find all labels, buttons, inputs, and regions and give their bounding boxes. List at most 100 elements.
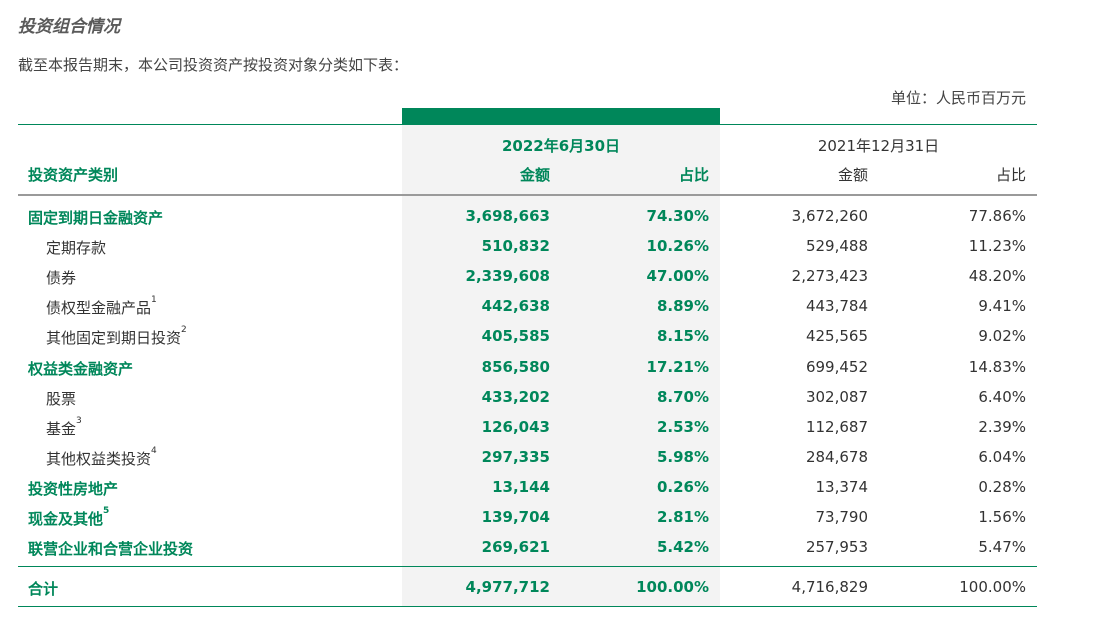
period-2022-header: 2022年6月30日 [501, 137, 621, 155]
row-label: 权益类金融资产 [28, 358, 133, 379]
ratio-2021: 1.56% [978, 508, 1026, 526]
ratio-2021: 6.40% [978, 387, 1026, 406]
ratio-2021: 9.41% [978, 297, 1026, 316]
amount-2022: 3,698,663 [465, 207, 550, 225]
table-row: 基金3 126,043 2.53% 112,687 2.39% [0, 412, 1096, 442]
row-label: 现金及其他5 [28, 506, 110, 529]
amount-2022: 856,580 [481, 357, 550, 376]
row-label-text: 其他固定到期日投资 [46, 329, 182, 348]
amount-2022: 269,621 [481, 538, 550, 557]
table-row: 债权型金融产品1 442,638 8.89% 443,784 9.41% [0, 291, 1096, 321]
unit-label: 单位：人民币百万元 [890, 89, 1026, 107]
amount-2021: 13,374 [815, 477, 869, 496]
section-title: 投资组合情况 [18, 17, 120, 37]
row-label: 联营企业和合营企业投资 [28, 538, 193, 559]
row-label: 债券 [46, 267, 76, 288]
row-label: 其他权益类投资4 [46, 445, 157, 469]
ratio-2022: 8.15% [656, 327, 709, 346]
amount-2021: 699,452 [805, 357, 868, 376]
ratio-2022: 8.70% [656, 387, 709, 406]
amount-2022: 2,339,608 [465, 267, 550, 286]
row-label: 合计 [28, 580, 59, 598]
amount-2021-header: 金额 [837, 166, 868, 184]
table-header-rule [18, 194, 1037, 196]
footnote-marker: 5 [103, 506, 110, 516]
table-row: 联营企业和合营企业投资 269,621 5.42% 257,953 5.47% [0, 532, 1096, 562]
ratio-2022: 2.53% [656, 417, 709, 436]
row-label: 股票 [46, 388, 76, 409]
ratio-2022: 100.00% [636, 578, 709, 596]
amount-2022: 433,202 [481, 387, 550, 406]
ratio-2021: 2.39% [978, 417, 1026, 436]
row-label: 其他固定到期日投资2 [46, 325, 187, 348]
ratio-2021: 0.28% [978, 477, 1026, 496]
table-row: 权益类金融资产 856,580 17.21% 699,452 14.83% [0, 352, 1096, 382]
amount-2021: 4,716,829 [791, 578, 868, 596]
ratio-2022: 5.42% [656, 538, 709, 557]
row-label-text: 权益类金融资产 [28, 359, 134, 378]
amount-2022: 510,832 [481, 237, 550, 256]
table-row: 股票 433,202 8.70% 302,087 6.40% [0, 382, 1096, 412]
amount-2021: 112,687 [805, 417, 868, 436]
amount-2021: 284,678 [805, 447, 868, 466]
row-label-text: 现金及其他 [28, 510, 104, 528]
type-column-header: 投资资产类别 [28, 166, 119, 184]
table-row: 其他固定到期日投资2 405,585 8.15% 425,565 9.02% [0, 321, 1096, 351]
ratio-2021: 48.20% [968, 267, 1026, 286]
amount-2022: 126,043 [481, 417, 550, 436]
row-label-text: 债权型金融产品 [46, 299, 152, 318]
amount-2022: 297,335 [481, 447, 550, 466]
row-label-text: 股票 [46, 389, 77, 408]
amount-2021: 257,953 [805, 538, 868, 557]
amount-2022: 442,638 [481, 297, 550, 316]
table-total-rule [18, 566, 1037, 567]
row-label-text: 其他权益类投资 [46, 449, 152, 468]
footnote-marker: 4 [151, 445, 157, 456]
amount-2021: 73,790 [815, 508, 869, 526]
ratio-2022: 47.00% [646, 267, 709, 286]
row-label-text: 债券 [46, 269, 77, 288]
intro-text: 截至本报告期末，本公司投资资产按投资对象分类如下表： [18, 56, 409, 74]
ratio-2022: 2.81% [656, 508, 709, 526]
table-row: 固定到期日金融资产 3,698,663 74.30% 3,672,260 77.86% [0, 201, 1096, 231]
ratio-2021: 14.83% [968, 357, 1026, 376]
row-label: 债权型金融产品1 [46, 295, 157, 318]
ratio-2021: 100.00% [959, 578, 1026, 596]
row-label-text: 定期存款 [46, 239, 107, 258]
amount-2021: 425,565 [805, 327, 868, 346]
ratio-2021: 11.23% [968, 237, 1026, 256]
footnote-marker: 1 [151, 295, 157, 306]
highlight-column-background [402, 108, 720, 606]
ratio-2022: 0.26% [656, 477, 709, 496]
table-top-rule [18, 124, 1037, 125]
footnote-marker: 3 [76, 415, 82, 426]
table-row: 债券 2,339,608 47.00% 2,273,423 48.20% [0, 261, 1096, 291]
table-row: 现金及其他5 139,704 2.81% 73,790 1.56% [0, 502, 1096, 532]
table-bottom-rule [18, 606, 1037, 607]
amount-2021: 529,488 [805, 237, 868, 256]
amount-2021: 2,273,423 [791, 267, 868, 286]
amount-2021: 443,784 [805, 297, 868, 316]
amount-2022: 4,977,712 [465, 578, 550, 596]
highlight-column-bar [402, 108, 720, 124]
row-label: 定期存款 [46, 237, 106, 258]
period-2021-header: 2021年12月31日 [817, 137, 940, 155]
ratio-2021: 77.86% [968, 207, 1026, 225]
ratio-2022: 8.89% [656, 297, 709, 316]
ratio-2021: 6.04% [978, 447, 1026, 466]
ratio-2021-header: 占比 [995, 166, 1026, 184]
row-label-text: 固定到期日金融资产 [28, 209, 164, 227]
amount-2022: 405,585 [481, 327, 550, 346]
ratio-2022: 10.26% [646, 237, 709, 256]
ratio-2022: 74.30% [646, 207, 709, 225]
ratio-2021: 9.02% [978, 327, 1026, 346]
ratio-2022-header: 占比 [678, 166, 709, 184]
row-label: 基金3 [46, 415, 82, 439]
row-label-text: 基金 [46, 419, 77, 438]
amount-2022: 139,704 [481, 508, 550, 526]
table-row-total: 合计 4,977,712 100.00% 4,716,829 100.00% [0, 572, 1096, 602]
footnote-marker: 2 [181, 325, 187, 336]
amount-2021: 3,672,260 [791, 207, 868, 225]
table-row: 投资性房地产 13,144 0.26% 13,374 0.28% [0, 472, 1096, 502]
row-label: 投资性房地产 [28, 478, 118, 499]
